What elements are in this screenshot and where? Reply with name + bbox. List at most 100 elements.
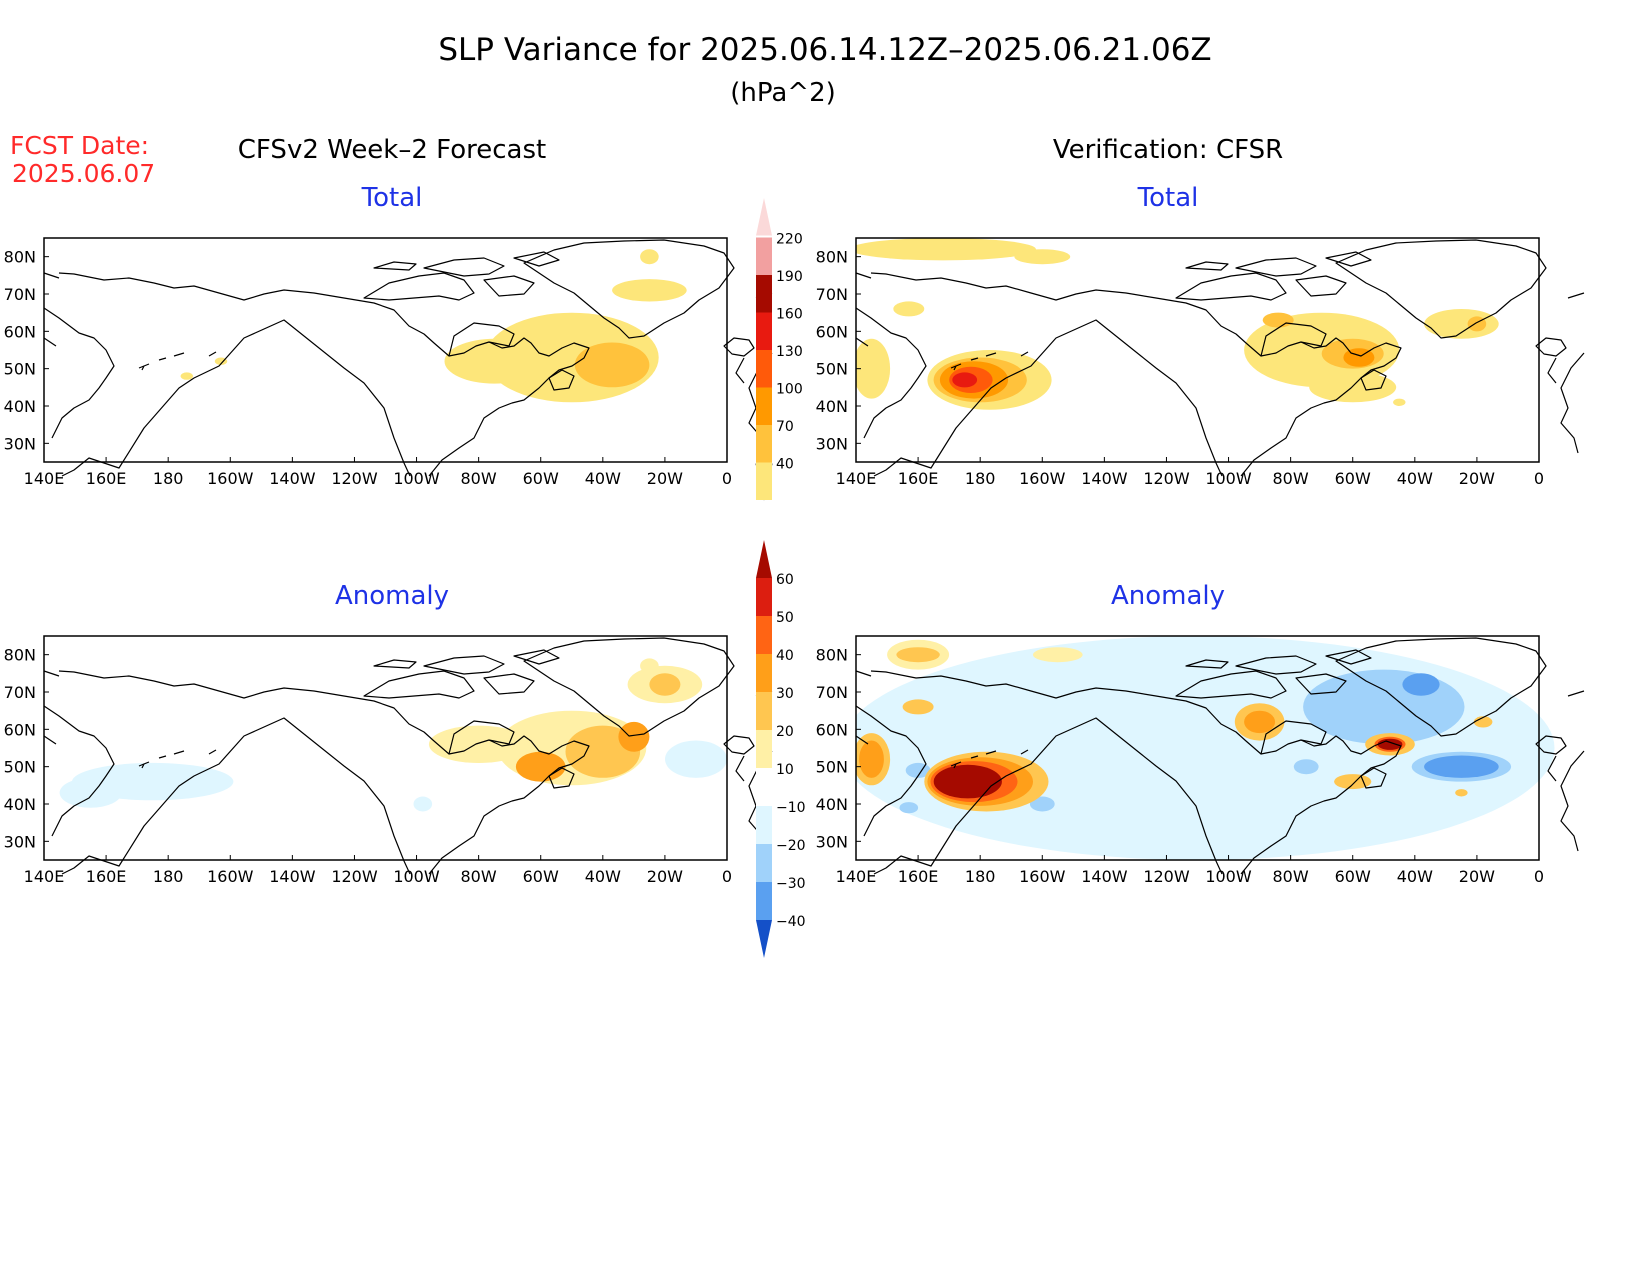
contour-fill-cfsr_total-11 [1262, 312, 1294, 328]
contour-fill-cfsr_anom-9 [896, 647, 940, 663]
colorbar-anomaly-swatch [756, 692, 772, 730]
lat-tick-label: 30N [816, 434, 848, 453]
colorbar-total-swatch [756, 237, 772, 275]
axis-labels: 140E 160E 180 160W 140W 120W 100W 80W 60W 40W 20W 0… [4, 248, 1544, 886]
lon-tick-label: 0 [722, 867, 732, 886]
lon-tick-label: 20W [647, 867, 683, 886]
lat-tick-label: 70N [816, 683, 848, 702]
contour-fill-cfsr_anom-19 [1424, 755, 1499, 778]
map-panel-forecast-total [43, 237, 773, 477]
colorbar-total-label: 190 [776, 269, 803, 285]
main-title: SLP Variance for 2025.06.14.12Z–2025.06.… [438, 32, 1211, 68]
lon-tick-label: 0 [1534, 469, 1544, 488]
colorbar-anomaly-label: −30 [776, 876, 806, 892]
lat-tick-label: 70N [4, 683, 36, 702]
colorbar-total-label: 40 [776, 457, 794, 473]
lon-tick-label: 160W [207, 867, 254, 886]
colorbar-anomaly-swatch [756, 578, 772, 616]
colorbar-anomaly-label: −20 [776, 838, 806, 854]
colorbar-total-label: 70 [776, 419, 794, 435]
contour-fill-fcst_anom-6 [413, 796, 433, 812]
lon-tick-label: 160W [1019, 469, 1066, 488]
lon-tick-label: 160W [207, 469, 254, 488]
lon-tick-label: 60W [1335, 469, 1371, 488]
colorbar-anomaly-swatch [756, 768, 772, 806]
lon-tick-label: 160W [1019, 867, 1066, 886]
contour-fill-cfsr_anom-8 [1029, 796, 1055, 812]
lon-tick-label: 160E [86, 469, 127, 488]
lon-tick-label: 60W [1335, 867, 1371, 886]
colorbar-anomaly-top-arrow [756, 540, 772, 578]
contour-fill-cfsr_total-7 [1424, 309, 1499, 339]
contour-fill-cfsr_anom-16 [1473, 716, 1493, 728]
contour-fill-cfsr_total-0 [856, 238, 1036, 261]
lat-tick-label: 30N [4, 434, 36, 453]
lat-tick-label: 50N [4, 758, 36, 777]
panel-title-forecast-anomaly: Anomaly [335, 581, 449, 611]
lat-tick-label: 70N [816, 285, 848, 304]
contour-fill-cfsr_total-1 [856, 338, 891, 399]
lon-tick-label: 20W [1459, 867, 1495, 886]
lat-tick-label: 40N [816, 795, 848, 814]
colorbar-anomaly-label: −10 [776, 800, 806, 816]
colorbar-total-swatch [756, 462, 772, 500]
lat-tick-label: 40N [4, 795, 36, 814]
lon-tick-label: 140W [1081, 867, 1128, 886]
contour-fill-fcst_total-6 [574, 342, 650, 388]
contour-fill-cfsr_anom-5 [1293, 759, 1319, 775]
contour-fill-cfsr_anom-20 [859, 740, 884, 778]
lon-tick-label: 60W [523, 867, 559, 886]
lon-tick-label: 120W [331, 867, 378, 886]
lat-tick-label: 50N [816, 758, 848, 777]
lon-tick-label: 120W [331, 469, 378, 488]
colorbar-total-label: 100 [776, 382, 803, 398]
lon-tick-label: 0 [1534, 867, 1544, 886]
lat-tick-label: 80N [4, 248, 36, 267]
lon-tick-label: 60W [523, 469, 559, 488]
colorbar-anomaly: 60 50 40 30 20 10 −10 −20 −30 −40 [756, 540, 806, 958]
lon-tick-label: 40W [585, 469, 621, 488]
colorbar-total-label: 220 [776, 232, 803, 248]
colorbar-anomaly-label: 50 [776, 610, 794, 626]
lat-tick-label: 30N [816, 832, 848, 851]
contour-fill-cfsr_anom-18 [1402, 673, 1440, 696]
contour-fill-cfsr_anom-3 [1303, 669, 1465, 745]
contour-fill-fcst_total-5 [214, 357, 228, 365]
map-panel-forecast-anomaly [43, 635, 773, 875]
lat-tick-label: 80N [816, 646, 848, 665]
colorbar-total-swatch [756, 387, 772, 425]
lon-tick-label: 40W [585, 867, 621, 886]
contour-fill-fcst_anom-9 [649, 673, 681, 696]
lon-tick-label: 100W [393, 469, 440, 488]
contour-fill-cfsr_total-6 [1309, 372, 1397, 403]
colorbar-total-swatch [756, 275, 772, 313]
lon-tick-label: 20W [647, 469, 683, 488]
colorbar-total: 40 70 100 130 160 190 220 [755, 198, 803, 501]
lat-tick-label: 40N [816, 397, 848, 416]
lon-tick-label: 80W [1273, 867, 1309, 886]
lat-tick-label: 70N [4, 285, 36, 304]
lat-tick-label: 80N [4, 646, 36, 665]
contour-fill-cfsr_anom-7 [899, 802, 919, 814]
colorbar-total-top-arrow [756, 198, 772, 236]
lon-tick-label: 180 [153, 867, 184, 886]
map-panel-verification-total [855, 237, 1585, 477]
colorbar-anomaly-label: 10 [776, 762, 794, 778]
colorbar-anomaly-swatch [756, 616, 772, 654]
lat-tick-label: 50N [816, 360, 848, 379]
lat-tick-label: 60N [816, 322, 848, 341]
panel-title-forecast-total: Total [361, 183, 423, 213]
lat-tick-label: 50N [4, 360, 36, 379]
lon-tick-label: 20W [1459, 469, 1495, 488]
lon-tick-label: 160E [86, 867, 127, 886]
colorbar-anomaly-label: 40 [776, 648, 794, 664]
lon-tick-label: 140E [836, 867, 877, 886]
lon-tick-label: 120W [1143, 867, 1190, 886]
colorbar-total-swatch [756, 350, 772, 388]
contour-fill-cfsr_anom-22 [1244, 710, 1276, 734]
lon-tick-label: 0 [722, 469, 732, 488]
contour-fill-cfsr_anom-11 [902, 699, 934, 715]
lon-tick-label: 100W [393, 867, 440, 886]
contour-fill-cfsr_anom-26 [1377, 738, 1403, 750]
colorbar-anomaly-swatch [756, 844, 772, 882]
